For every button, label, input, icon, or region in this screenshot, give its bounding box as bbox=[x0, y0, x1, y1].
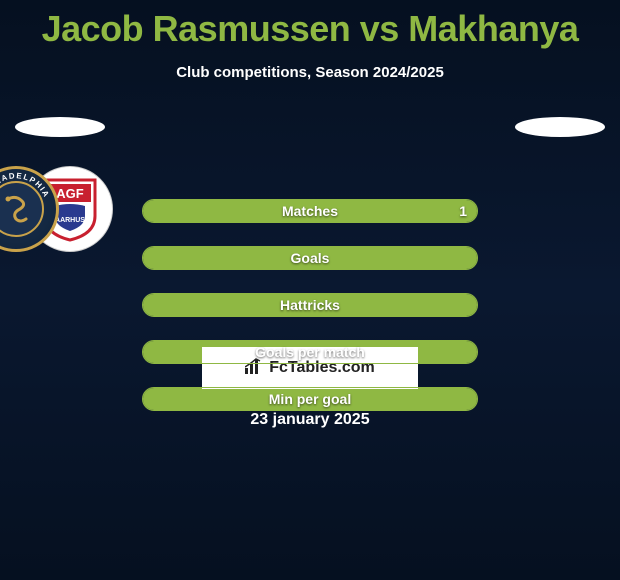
stat-row-matches: Matches 1 bbox=[142, 199, 478, 223]
stat-rows: Matches 1 Goals Hattricks Goals per matc… bbox=[142, 199, 478, 411]
stat-row-hattricks: Hattricks bbox=[142, 293, 478, 317]
stat-label: Goals per match bbox=[255, 344, 365, 360]
date-label: 23 january 2025 bbox=[0, 411, 620, 429]
svg-text:AARHUS: AARHUS bbox=[55, 217, 85, 224]
stat-label: Matches bbox=[282, 203, 338, 219]
stat-row-goals: Goals bbox=[142, 246, 478, 270]
player-oval-right bbox=[515, 117, 605, 137]
snake-icon bbox=[0, 181, 44, 237]
subtitle: Club competitions, Season 2024/2025 bbox=[0, 64, 620, 81]
stat-label: Min per goal bbox=[269, 391, 351, 407]
comparison-area: AGF AARHUS PHILADELPHIA Matches 1 bbox=[0, 113, 620, 325]
page-title: Jacob Rasmussen vs Makhanya bbox=[0, 0, 620, 50]
player-oval-left bbox=[15, 117, 105, 137]
stat-value-right: 1 bbox=[459, 203, 467, 219]
stat-label: Goals bbox=[291, 250, 330, 266]
svg-text:AGF: AGF bbox=[56, 186, 84, 201]
stat-label: Hattricks bbox=[280, 297, 340, 313]
stat-row-goals-per-match: Goals per match bbox=[142, 340, 478, 364]
stat-row-min-per-goal: Min per goal bbox=[142, 387, 478, 411]
